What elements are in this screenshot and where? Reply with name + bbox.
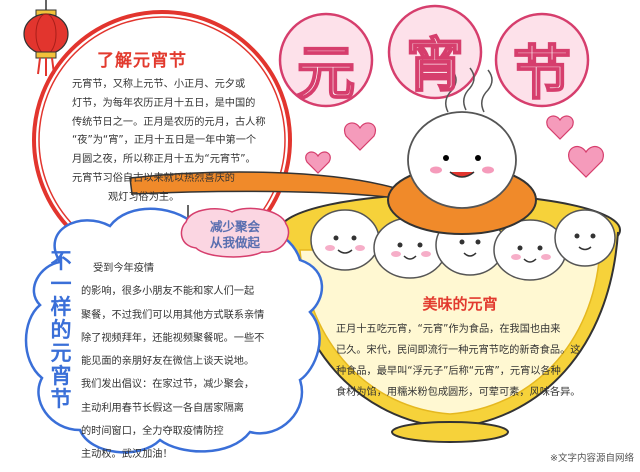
title-bubbles	[278, 4, 590, 108]
different-line: 的时间窗口，全力夺取疫情防控	[81, 426, 224, 438]
title-char-yuan: 元	[296, 38, 356, 108]
about-body: 元宵节，又称上元节、小正月、元夕或 灯节，为每年农历正月十五日，是中国的 传统节…	[72, 76, 266, 208]
source-credit: ※文字内容源自网络	[550, 453, 634, 464]
note-text: 减少聚会 从我做起	[186, 219, 284, 251]
tangyuan-faces	[333, 233, 596, 263]
different-title: 不一样的元宵节	[50, 249, 72, 411]
tasty-line: 正月十五吃元宵，“元宵”作为食品，在我国也由来	[336, 324, 561, 335]
tasty-title: 美味的元宵	[422, 295, 498, 313]
spoon-illustration	[129, 67, 537, 235]
title-char-jie: 节	[512, 38, 572, 108]
different-body: 受到今年疫情 的影响，很多小朋友不能和家人们一起 聚餐，不过我们可以用其他方式联…	[81, 257, 306, 467]
title-char-xiao: 宵	[405, 30, 465, 100]
tasty-body: 正月十五吃元宵，“元宵”作为食品，在我国也由来 已久。宋代，民间即流行一种元宵节…	[336, 319, 606, 403]
about-circle-frame	[32, 10, 292, 270]
about-line: 灯节，为每年农历正月十五日，是中国的	[72, 97, 256, 109]
about-line: 月圆之夜，所以称正月十五为“元宵节”。	[72, 154, 256, 166]
different-line: 我们发出倡议：在家过节，减少聚会，	[81, 379, 255, 391]
about-title: 了解元宵节	[97, 51, 187, 71]
different-line: 除了视频拜年，还能视频聚餐呢。一些不	[81, 332, 265, 344]
note-line: 从我做起	[209, 235, 260, 250]
about-line: 观灯习俗为主。	[108, 191, 180, 203]
about-line: 元宵节，又称上元节、小正月、元夕或	[72, 79, 246, 90]
different-line: 的影响，很多小朋友不能和家人们一起	[81, 286, 255, 298]
tasty-line: 已久。宋代，民间即流行一种元宵节吃的新奇食品。这	[336, 345, 581, 356]
lantern-icon	[23, 0, 69, 76]
about-line: “夜”为“宵”，正月十五日是一年中第一个	[72, 135, 257, 147]
heart-icons	[305, 115, 604, 178]
tasty-line: 食材为馅，用糯米粉包成圆形，可荤可素，风味各异。	[336, 387, 581, 398]
different-line: 聚餐，不过我们可以用其他方式联系亲情	[81, 309, 265, 321]
different-line: 受到今年疫情	[93, 263, 155, 274]
about-line: 元宵节习俗自古以来就以热烈喜庆的	[72, 172, 235, 184]
tasty-line: 种食品，最早叫“浮元子”后称“元宵”，元宵以各种	[336, 366, 561, 377]
bowl-illustration	[279, 193, 621, 443]
note-line: 减少聚会	[209, 219, 260, 234]
blush-marks	[325, 245, 551, 260]
cloud-frame	[24, 207, 324, 454]
note-frame	[180, 207, 290, 258]
different-line: 能见面的亲朋好友在微信上谈天说地。	[81, 356, 255, 368]
different-line: 主动权。武汉加油！	[81, 449, 173, 461]
about-line: 传统节日之一。正月是农历的元月，古人称	[72, 116, 266, 128]
different-line: 主动利用春节长假这一各自居家隔离	[81, 402, 244, 414]
